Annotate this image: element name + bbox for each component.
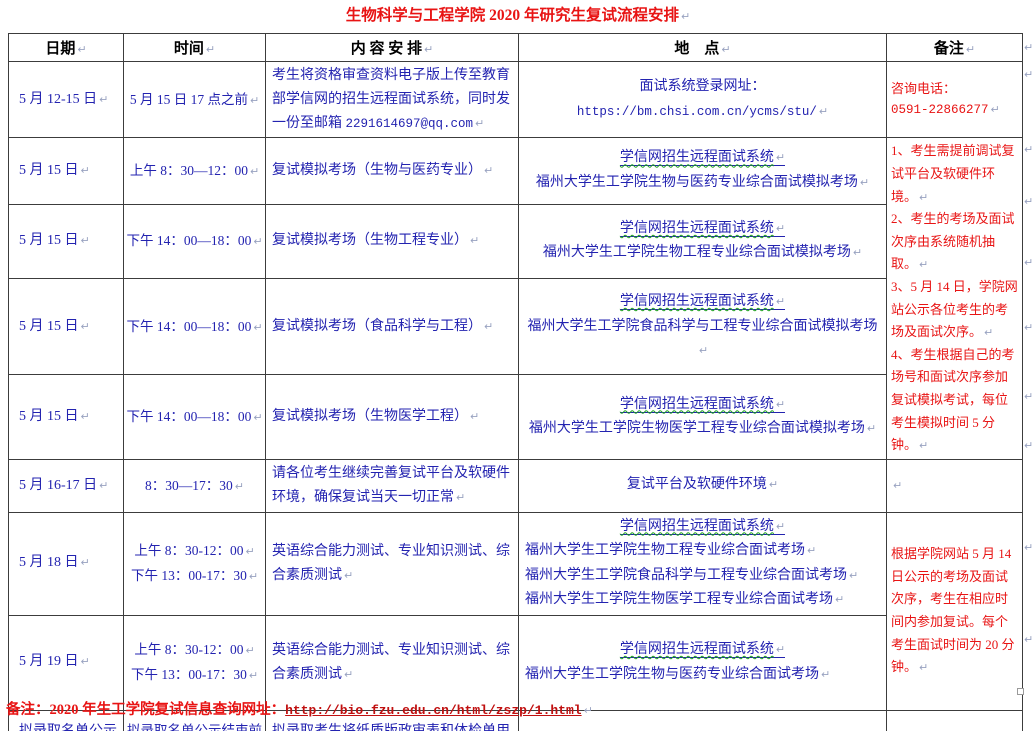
exam-room: 福州大学生工学院生物与医药专业综合面试模拟考场	[536, 175, 869, 190]
remark-cell: 咨询电话： 0591-22866277	[886, 60, 1023, 139]
chsi-system-link[interactable]: 学信网招生远程面试系统	[619, 518, 786, 535]
time-am: 上午 8：30-12：00	[125, 638, 264, 662]
chsi-system-link[interactable]: 学信网招生远程面试系统	[619, 396, 786, 413]
table-row: 5 月 16-17 日 8：30—17：30 请各位考生继续完善复试平台及软硬件…	[8, 458, 1023, 513]
location-cell: 学信网招生远程面试系统 福州大学生工学院生物与医药专业综合面试模拟考场	[518, 137, 887, 205]
table-row: 5 月 15 日 上午 8：30—12：00 复试模拟考场（生物与医药专业） 学…	[8, 137, 1023, 460]
remark-cell-empty	[886, 458, 1023, 513]
row-end-mark	[1024, 65, 1034, 77]
remark-item: 4、考生根据自己的考场号和面试次序参加复试模拟考试，每位考生模拟时间 5 分钟。	[891, 344, 1018, 457]
footer-note: 备注：2020 年生工学院复试信息查询网址：http://bio.fzu.edu…	[6, 698, 593, 719]
date-cell: 5 月 12-15 日	[8, 60, 124, 139]
date-cell: 5 月 15 日	[8, 203, 124, 280]
row-end-mark	[1024, 538, 1034, 550]
row-end-mark	[1024, 436, 1034, 448]
time-am: 上午 8：30-12：00	[125, 539, 264, 563]
remark-text: 根据学院网站 5 月 14 日公示的考场及面试次序，考生在相应时间内参加复试。每…	[891, 543, 1018, 679]
chsi-system-link[interactable]: 学信网招生远程面试系统	[619, 642, 786, 659]
content-text: 考生将资格审查资料电子版上传至教育部学信网的招生远程面试系统，同时发一份至邮箱	[272, 68, 510, 131]
time-cell: 上午 8：30-12：00 下午 13：00-17：30	[123, 614, 266, 711]
remark-item: 2、考生的考场及面试次序由系统随机抽取。	[891, 208, 1018, 276]
time-cell: 8：30—17：30	[123, 458, 266, 513]
content-cell: 复试模拟考场（生物工程专业）	[265, 203, 519, 280]
time-cell: 上午 8：30—12：00	[123, 137, 266, 205]
table-row: 5 月 12-15 日 5 月 15 日 17 点之前 考生将资格审查资料电子版…	[8, 60, 1023, 139]
exam-room: 福州大学生工学院食品科学与工程专业综合面试模拟考场	[528, 319, 878, 359]
location-cell: 复试平台及软硬件环境	[518, 458, 887, 513]
page-title: 生物科学与工程学院 2020 年研究生复试流程安排	[0, 3, 1036, 25]
table-resize-handle[interactable]	[1017, 688, 1024, 695]
date-cell: 5 月 15 日	[8, 278, 124, 376]
time-pm: 下午 13：00-17：30	[125, 564, 264, 588]
table-row: 5 月 19 日 上午 8：30-12：00 下午 13：00-17：30 英语…	[8, 614, 1023, 711]
time-cell: 5 月 15 日 17 点之前	[123, 60, 266, 139]
time-cell: 下午 14：00—18：00	[123, 278, 266, 376]
row-end-mark	[1024, 387, 1034, 399]
row-end-mark	[1024, 630, 1034, 642]
row-end-mark	[1024, 38, 1034, 50]
date-cell: 5 月 16-17 日	[8, 458, 124, 513]
content-cell: 英语综合能力测试、专业知识测试、综合素质测试	[265, 614, 519, 711]
row-end-mark	[1024, 253, 1034, 265]
date-cell: 5 月 19 日	[8, 614, 124, 711]
header-location: 地 点	[518, 33, 887, 62]
row-end-mark	[1024, 318, 1034, 330]
footer-url-link[interactable]: http://bio.fzu.edu.cn/html/zszp/1.html	[285, 703, 593, 718]
time-cell: 下午 14：00—18：00	[123, 374, 266, 460]
header-remark: 备注	[886, 33, 1023, 62]
location-cell: 学信网招生远程面试系统 福州大学生工学院生物工程专业综合面试模拟考场	[518, 203, 887, 280]
chsi-system-link[interactable]: 学信网招生远程面试系统	[619, 220, 786, 237]
interview-remark-cell: 根据学院网站 5 月 14 日公示的考场及面试次序，考生在相应时间内参加复试。每…	[886, 511, 1023, 711]
chsi-system-link[interactable]: 学信网招生远程面试系统	[619, 294, 786, 311]
table-row: 5 月 15 日 下午 14：00—18：00 复试模拟考场（食品科学与工程） …	[8, 278, 1023, 376]
exam-room: 福州大学生工学院生物工程专业综合面试模拟考场	[543, 245, 862, 260]
location-cell: 面试系统登录网址： https://bm.chsi.com.cn/ycms/stu…	[518, 60, 887, 139]
content-cell: 复试模拟考场（生物医学工程）	[265, 374, 519, 460]
empty-paragraph	[891, 474, 1018, 497]
schedule-table: 日期 时间 内 容 安 排 地 点 备注 5 月 12-15 日 5 月 15 …	[8, 33, 1023, 731]
exam-room: 福州大学生工学院生物医学工程专业综合面试模拟考场	[529, 421, 876, 436]
date-cell: 5 月 15 日	[8, 374, 124, 460]
phone-number: 0591-22866277	[891, 100, 1018, 122]
date-cell: 5 月 15 日	[8, 137, 124, 205]
header-date: 日期	[8, 33, 124, 62]
mock-exam-remark-cell: 1、考生需提前调试复试平台及软硬件环境。 2、考生的考场及面试次序由系统随机抽取…	[886, 137, 1023, 460]
exam-room: 福州大学生工学院生物医学工程专业综合面试考场	[523, 588, 882, 613]
remark-item: 3、5 月 14 日，学院网站公示各位考生的考场及面试次序。	[891, 276, 1018, 344]
upload-email: 2291614697@qq.com	[346, 117, 485, 131]
header-time: 时间	[123, 33, 266, 62]
content-cell: 英语综合能力测试、专业知识测试、综合素质测试	[265, 511, 519, 616]
chsi-system-link[interactable]: 学信网招生远程面试系统	[619, 150, 786, 167]
content-text: 拟录取考生将纸质版政审表和体检单用 EMS 快递寄至学院	[272, 724, 510, 731]
location-cell: 学信网招生远程面试系统 福州大学生工学院食品科学与工程专业综合面试模拟考场	[518, 278, 887, 376]
time-cell: 下午 14：00—18：00	[123, 203, 266, 280]
row-end-mark	[1024, 192, 1034, 204]
remark-cell-empty	[886, 709, 1023, 731]
row-end-mark	[1024, 140, 1034, 152]
login-url-label: 面试系统登录网址：	[639, 79, 766, 95]
content-cell: 复试模拟考场（生物与医药专业）	[265, 137, 519, 205]
time-pm: 下午 13：00-17：30	[125, 663, 264, 687]
remark-item: 1、考生需提前调试复试平台及软硬件环境。	[891, 140, 1018, 208]
location-cell: 学信网招生远程面试系统 福州大学生工学院生物医学工程专业综合面试模拟考场	[518, 374, 887, 460]
phone-label: 咨询电话：	[891, 80, 957, 96]
table-row: 5 月 15 日 下午 14：00—18：00 复试模拟考场（生物工程专业） 学…	[8, 203, 1023, 280]
interview-system-url-link[interactable]: https://bm.chsi.com.cn/ycms/stu/	[577, 105, 828, 119]
exam-room: 福州大学生工学院生物与医药专业综合面试考场	[523, 663, 882, 688]
location-cell: 学信网招生远程面试系统 福州大学生工学院生物与医药专业综合面试考场	[518, 614, 887, 711]
footer-label: 备注：2020 年生工学院复试信息查询网址：	[6, 702, 286, 718]
date-cell: 5 月 18 日	[8, 511, 124, 616]
header-content: 内 容 安 排	[265, 33, 519, 62]
table-row: 5 月 18 日 上午 8：30-12：00 下午 13：00-17：30 英语…	[8, 511, 1023, 711]
content-cell: 复试模拟考场（食品科学与工程）	[265, 278, 519, 376]
content-cell: 请各位考生继续完善复试平台及软硬件环境，确保复试当天一切正常	[265, 458, 519, 513]
content-cell: 考生将资格审查资料电子版上传至教育部学信网的招生远程面试系统，同时发一份至邮箱 …	[265, 60, 519, 139]
location-cell: 学信网招生远程面试系统 福州大学生工学院生物工程专业综合面试考场 福州大学生工学…	[518, 511, 887, 616]
exam-room: 福州大学生工学院食品科学与工程专业综合面试考场	[523, 564, 882, 589]
exam-room: 福州大学生工学院生物工程专业综合面试考场	[523, 539, 882, 564]
time-cell: 上午 8：30-12：00 下午 13：00-17：30	[123, 511, 266, 616]
table-row: 5 月 15 日 下午 14：00—18：00 复试模拟考场（生物医学工程） 学…	[8, 374, 1023, 460]
table-header-row: 日期 时间 内 容 安 排 地 点 备注	[8, 33, 1023, 62]
